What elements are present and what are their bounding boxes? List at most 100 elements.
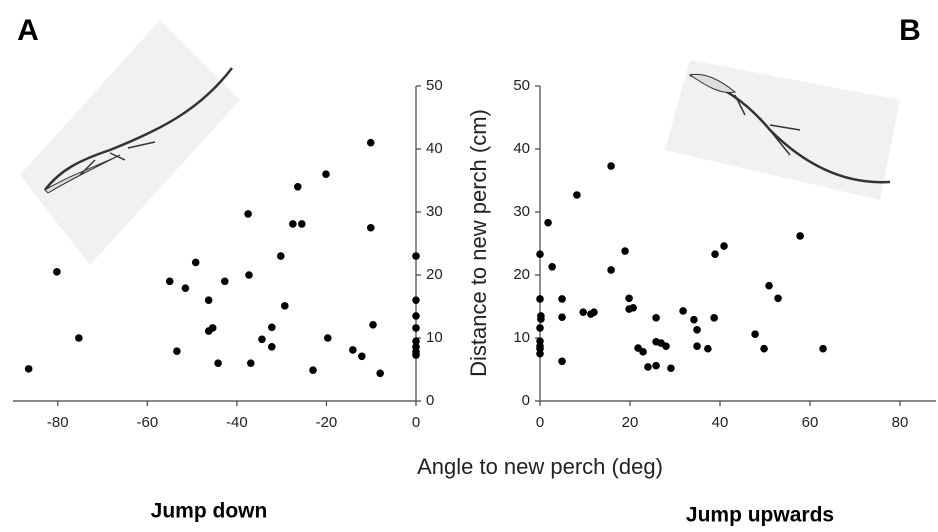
- data-point: [579, 308, 587, 316]
- x-tick-label: 0: [536, 414, 544, 431]
- data-point: [710, 314, 718, 322]
- data-point: [376, 369, 384, 378]
- data-point: [412, 252, 420, 260]
- y-tick-label: 10: [513, 329, 530, 346]
- data-point: [204, 296, 213, 305]
- data-point: [652, 314, 660, 322]
- y-tick-label: 10: [426, 329, 443, 346]
- data-point: [220, 277, 229, 286]
- panel-caption: Jump down: [151, 500, 268, 523]
- data-point: [268, 343, 276, 351]
- data-point: [796, 232, 804, 240]
- x-tick-label: -60: [136, 414, 158, 431]
- y-tick-label: 50: [513, 77, 530, 94]
- data-point: [690, 315, 698, 324]
- data-point: [720, 242, 728, 250]
- data-point: [537, 315, 545, 323]
- panel-caption: Jump upwards: [686, 504, 834, 527]
- data-point: [639, 348, 647, 356]
- lizard-sketch-right: [665, 60, 900, 200]
- data-point: [366, 223, 375, 232]
- data-point: [558, 295, 566, 303]
- x-tick-label: 40: [712, 414, 729, 431]
- data-point: [245, 271, 253, 279]
- data-point: [751, 330, 759, 339]
- data-point: [281, 302, 289, 310]
- data-point: [322, 170, 330, 178]
- data-point: [412, 296, 420, 305]
- x-tick-label: 80: [892, 414, 909, 431]
- data-point: [536, 349, 544, 358]
- y-tick-label: 30: [513, 203, 530, 220]
- y-tick-label: 0: [522, 392, 530, 409]
- data-point: [53, 268, 61, 276]
- data-point: [693, 342, 701, 350]
- data-point: [412, 312, 420, 320]
- data-point: [366, 138, 375, 147]
- y-tick-label: 40: [513, 140, 530, 157]
- x-tick-label: 20: [622, 414, 639, 431]
- data-point: [667, 364, 675, 373]
- data-point: [181, 284, 190, 293]
- data-point: [558, 313, 566, 322]
- x-tick-label: 60: [802, 414, 819, 431]
- data-point: [548, 263, 556, 271]
- data-point: [309, 366, 317, 374]
- data-point: [412, 337, 420, 345]
- y-tick-label: 0: [426, 392, 434, 409]
- data-point: [607, 266, 615, 274]
- data-point: [246, 359, 255, 368]
- data-point: [536, 250, 544, 259]
- x-axis-label: Angle to new perch (deg): [417, 454, 663, 479]
- x-tick-label: 0: [412, 414, 420, 431]
- data-point: [590, 308, 598, 316]
- data-point: [693, 326, 701, 334]
- data-point: [774, 294, 782, 303]
- data-point: [268, 323, 276, 332]
- data-point: [298, 220, 306, 228]
- y-tick-label: 40: [426, 140, 443, 157]
- data-point: [258, 335, 266, 344]
- data-point: [536, 324, 544, 332]
- data-point: [652, 361, 660, 370]
- data-point: [573, 191, 581, 199]
- data-point: [536, 295, 544, 303]
- data-point: [558, 357, 566, 366]
- data-point: [621, 247, 629, 255]
- panel-label: A: [17, 14, 39, 47]
- data-point: [679, 307, 687, 315]
- x-tick-label: -40: [226, 414, 248, 431]
- y-tick-label: 20: [513, 266, 530, 283]
- data-point: [704, 344, 712, 353]
- data-point: [173, 347, 181, 356]
- data-point: [625, 294, 633, 303]
- data-point: [208, 324, 217, 332]
- data-point: [165, 277, 174, 286]
- data-point: [412, 351, 420, 359]
- data-point: [607, 162, 615, 170]
- y-tick-label: 50: [426, 77, 443, 94]
- panel-label: B: [899, 14, 921, 47]
- data-point: [369, 320, 377, 329]
- x-tick-label: -80: [47, 414, 69, 431]
- y-tick-label: 30: [426, 203, 443, 220]
- data-point: [765, 281, 773, 290]
- data-point: [293, 183, 302, 191]
- data-point: [644, 363, 652, 371]
- data-point: [24, 365, 33, 373]
- data-point: [760, 344, 768, 353]
- data-point: [412, 324, 420, 332]
- data-point: [662, 342, 670, 350]
- data-point: [544, 218, 552, 227]
- y-tick-label: 20: [426, 266, 443, 283]
- data-point: [323, 334, 332, 342]
- data-point: [214, 359, 222, 368]
- data-point: [244, 210, 252, 218]
- data-point: [819, 344, 827, 353]
- data-point: [358, 352, 366, 361]
- data-point: [349, 346, 357, 354]
- data-point: [276, 252, 285, 260]
- data-point: [75, 334, 83, 342]
- data-point: [711, 250, 719, 259]
